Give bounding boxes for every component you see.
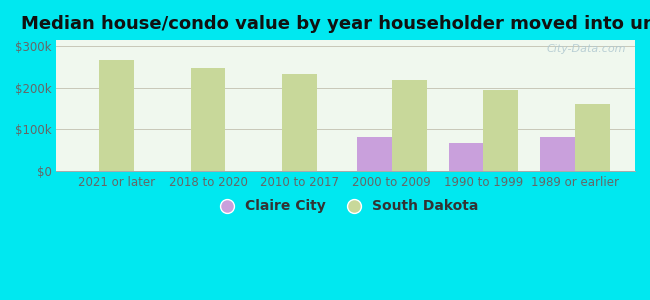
Legend: Claire City, South Dakota: Claire City, South Dakota: [208, 194, 484, 219]
Title: Median house/condo value by year householder moved into unit: Median house/condo value by year househo…: [21, 15, 650, 33]
Text: City-Data.com: City-Data.com: [547, 44, 627, 54]
Bar: [484, 90, 519, 171]
Bar: [575, 103, 610, 171]
Bar: [190, 68, 226, 171]
Bar: [282, 74, 317, 171]
Bar: [99, 60, 134, 171]
Bar: [392, 80, 426, 171]
Bar: [357, 137, 392, 171]
Bar: [540, 137, 575, 171]
Bar: [448, 143, 484, 171]
